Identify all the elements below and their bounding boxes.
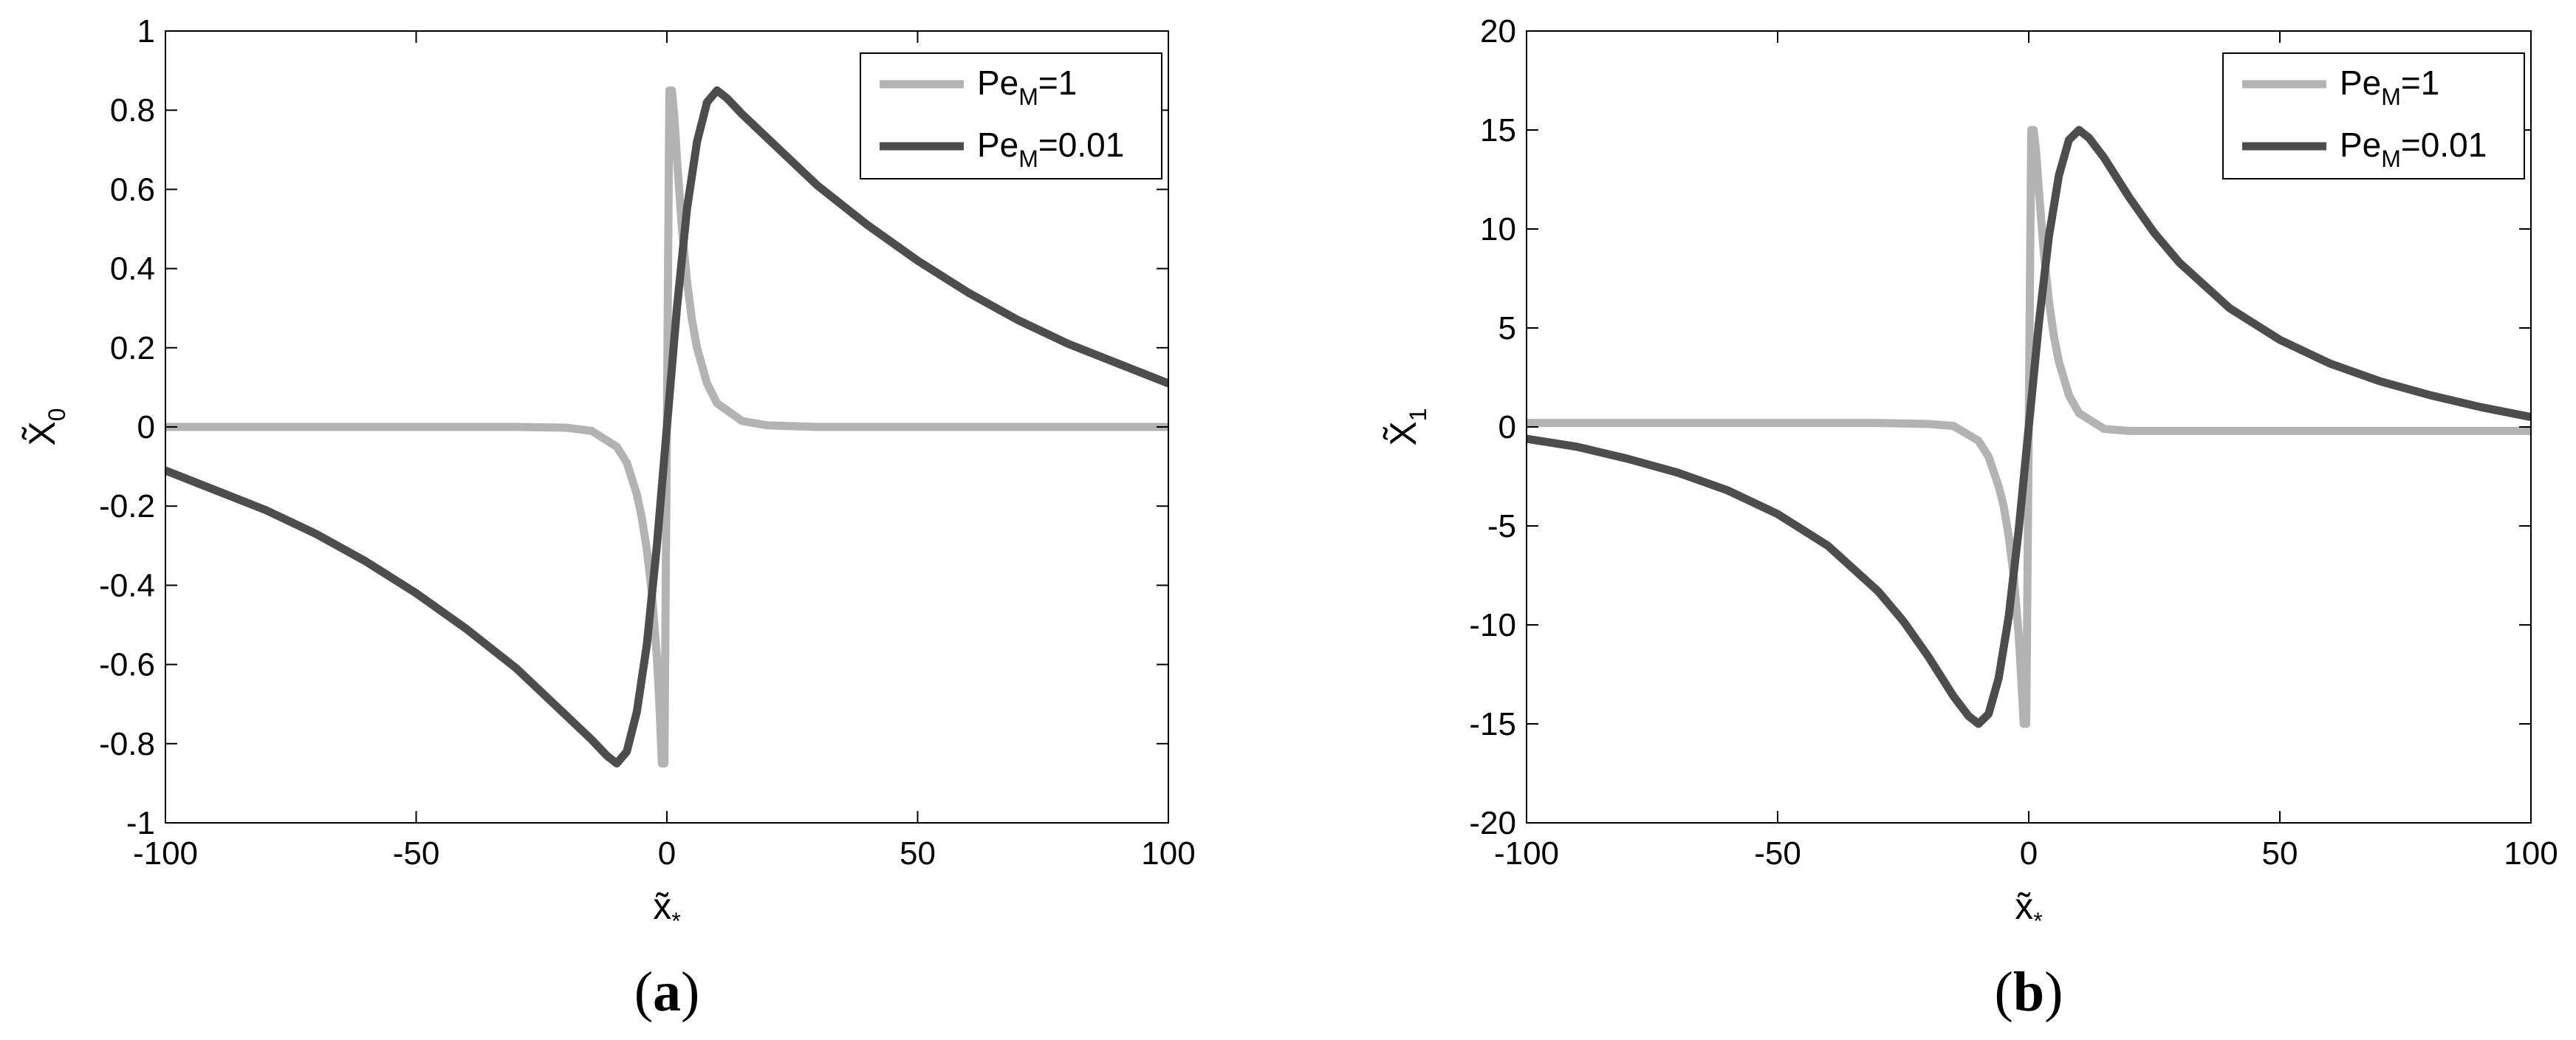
y-tick-label: 0.2 (110, 330, 155, 366)
legend-box (2222, 52, 2525, 179)
y-tick-label: 0.8 (110, 92, 155, 129)
x-tick-label: -100 (1494, 835, 1559, 872)
legend: PeM=1 PeM=0.01 (2222, 52, 2525, 179)
y-tick-label: 0 (137, 409, 155, 445)
x-axis-label: x̃* (653, 886, 680, 934)
y-tick-label: -5 (1487, 508, 1516, 544)
chart-panel-a: -100 -50 0 50 100 -1 -0.8 -0.6 -0.4 -0.2 0 0.2 0.4 0.… (21, 13, 1196, 1023)
y-tick-label: -0.2 (99, 488, 155, 524)
x-tick-label: 50 (900, 835, 936, 872)
x-axis-label: x̃* (2015, 886, 2042, 934)
y-tick-label: 0 (1498, 409, 1516, 445)
series-lines (165, 86, 1168, 768)
legend-box (860, 52, 1162, 179)
x-tick-label: -50 (1754, 835, 1801, 872)
y-tick-label: 0.6 (110, 171, 155, 208)
x-tick-label: -50 (393, 835, 440, 872)
panel-caption: (a) (634, 961, 700, 1023)
legend: PeM=1 PeM=0.01 (860, 52, 1162, 179)
y-tick-label: 20 (1480, 13, 1516, 49)
y-tick-label: 15 (1480, 112, 1516, 148)
series-line-2 (1527, 126, 2531, 728)
y-tick-label: -20 (1469, 805, 1516, 841)
y-tick-label: -0.8 (99, 726, 155, 762)
series-lines (1527, 126, 2531, 728)
legend-entry-1: PeM=1 (2340, 64, 2439, 110)
x-tick-label: 100 (1141, 835, 1195, 872)
y-tick-label: -1 (126, 805, 155, 841)
x-tick-label: 50 (2262, 835, 2298, 872)
y-axis-label: X̃0 (21, 408, 70, 445)
x-tick-label: 0 (2020, 835, 2038, 872)
series-line-2 (165, 86, 1168, 768)
x-tick-label: 100 (2504, 835, 2558, 872)
x-tick-label: -100 (133, 835, 198, 872)
chart-panel-b: -100 -50 0 50 100-20-15-10-505101520x̃*X̃1Pe… (1383, 13, 2558, 1023)
y-axis-label: X̃1 (1383, 408, 1431, 445)
y-tick-label: -10 (1469, 607, 1516, 643)
panel-caption: (b) (1995, 961, 2063, 1023)
legend-entry-2: PeM=0.01 (2340, 126, 2487, 172)
y-tick-label: -0.4 (99, 567, 155, 603)
y-tick-label: 1 (137, 13, 155, 49)
y-tick-label: -15 (1469, 706, 1516, 742)
y-tick-label: 10 (1480, 211, 1516, 247)
y-tick-label: -0.6 (99, 647, 155, 683)
y-tick-label: 0.4 (110, 251, 155, 287)
legend-entry-2: PeM=0.01 (977, 126, 1124, 172)
legend-entry-1: PeM=1 (977, 64, 1077, 110)
x-tick-label: 0 (658, 835, 676, 872)
y-tick-label: 5 (1498, 310, 1516, 346)
